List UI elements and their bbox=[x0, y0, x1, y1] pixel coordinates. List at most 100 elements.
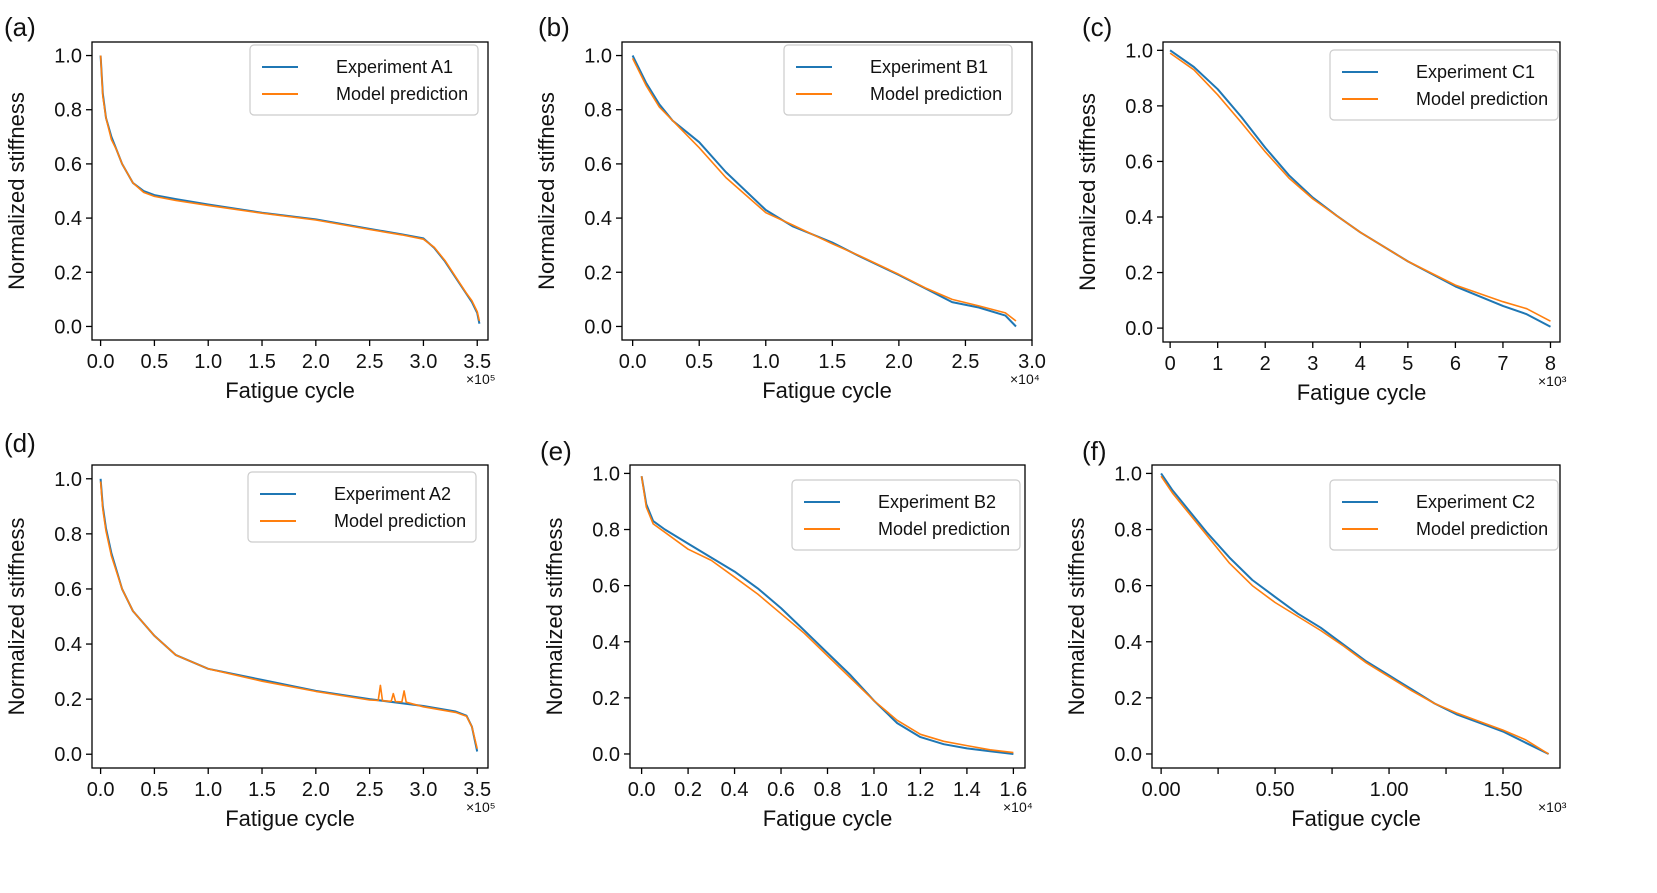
panel-label: (e) bbox=[540, 436, 572, 466]
y-tick-label: 0.8 bbox=[1125, 96, 1153, 118]
x-offset-label: ×10⁵ bbox=[466, 371, 496, 387]
legend-entry: Experiment A2 bbox=[334, 484, 451, 504]
plot-frame bbox=[1151, 464, 1561, 769]
legend-box bbox=[791, 479, 1021, 551]
x-tick-label: 1.6 bbox=[999, 779, 1027, 801]
legend-entry: Experiment B1 bbox=[870, 57, 988, 77]
x-tick-label: 0.50 bbox=[1256, 779, 1295, 801]
x-tick-label: 2.0 bbox=[302, 351, 330, 373]
x-tick-label: 1.00 bbox=[1370, 779, 1409, 801]
plot-frame bbox=[91, 464, 489, 769]
y-tick-label: 0.4 bbox=[54, 634, 82, 656]
x-tick-label: 1.5 bbox=[818, 351, 846, 373]
series-line-model bbox=[99, 481, 478, 749]
x-tick-label: 0.5 bbox=[141, 351, 169, 373]
legend-entry: Model prediction bbox=[336, 84, 468, 104]
y-tick-label: 1.0 bbox=[1114, 463, 1142, 485]
y-axis-label: Normalized stiffness bbox=[1075, 93, 1100, 291]
x-tick-label: 8 bbox=[1545, 353, 1556, 375]
panel-label: (a) bbox=[4, 12, 36, 42]
panel-label: (b) bbox=[538, 12, 570, 42]
y-tick-label: 0.6 bbox=[54, 579, 82, 601]
legend-entry: Experiment C2 bbox=[1416, 492, 1535, 512]
y-tick-label: 0.8 bbox=[584, 100, 612, 122]
y-tick-label: 1.0 bbox=[584, 46, 612, 68]
legend-box bbox=[1329, 49, 1559, 121]
y-tick-label: 0.8 bbox=[592, 520, 620, 542]
legend-box bbox=[1329, 479, 1559, 551]
legend-entry: Model prediction bbox=[878, 519, 1010, 539]
chart-panel-4: (d) 0.0 0.5 1.0 1.5 2.0 2.5 3.0 3.5 0.0 0.2 0.4 0.6 0… bbox=[4, 428, 496, 831]
x-tick-label: 0.0 bbox=[87, 779, 115, 801]
x-tick-label: 0.8 bbox=[814, 779, 842, 801]
x-offset-label: ×10⁴ bbox=[1003, 799, 1033, 815]
x-tick-label: 4 bbox=[1355, 353, 1366, 375]
y-tick-label: 0.4 bbox=[1114, 632, 1142, 654]
legend-entry: Model prediction bbox=[870, 84, 1002, 104]
x-tick-label: 3.0 bbox=[410, 351, 438, 373]
chart-panel-2: (b) 0.0 0.5 1.0 1.5 2.0 2.5 3.0 0.0 0.2 0.4 0.6 0.8 1… bbox=[534, 12, 1046, 403]
series-line-model bbox=[640, 476, 1014, 754]
chart-panel-3: (c) 0 1 2 3 4 5 6 7 8 0.0 0.2 0.4 0.6 0.8 1.0 Fatigue cy… bbox=[1075, 12, 1567, 405]
panel-label: (d) bbox=[4, 428, 36, 458]
x-axis-label: Fatigue cycle bbox=[1297, 380, 1427, 405]
x-tick-label: 0.0 bbox=[628, 779, 656, 801]
y-tick-label: 0.2 bbox=[54, 689, 82, 711]
x-tick-label: 3.5 bbox=[463, 779, 491, 801]
y-tick-label: 1.0 bbox=[54, 469, 82, 491]
legend-entry: Experiment A1 bbox=[336, 57, 453, 77]
y-axis-label: Normalized stiffness bbox=[1064, 518, 1089, 716]
y-tick-label: 0.4 bbox=[1125, 207, 1153, 229]
y-axis-label: Normalized stiffness bbox=[534, 92, 559, 290]
y-tick-label: 0.0 bbox=[54, 316, 82, 338]
x-tick-label: 1.0 bbox=[194, 351, 222, 373]
plot-frame bbox=[91, 41, 489, 341]
y-axis-label: Normalized stiffness bbox=[4, 518, 29, 716]
series-line-model bbox=[631, 57, 1017, 322]
y-tick-label: 0.2 bbox=[1125, 263, 1153, 285]
y-tick-label: 0.0 bbox=[1125, 318, 1153, 340]
x-tick-label: 2.0 bbox=[302, 779, 330, 801]
x-tick-label: 0.6 bbox=[767, 779, 795, 801]
y-tick-label: 0.6 bbox=[1114, 576, 1142, 598]
plot-frame bbox=[1162, 41, 1561, 343]
legend: Experiment C2 Model prediction bbox=[1329, 479, 1559, 551]
panel-label: (c) bbox=[1082, 12, 1112, 42]
y-tick-label: 0.0 bbox=[1114, 744, 1142, 766]
x-tick-label: 0.0 bbox=[619, 351, 647, 373]
x-tick-label: 0.4 bbox=[721, 779, 749, 801]
x-tick-label: 2 bbox=[1260, 353, 1271, 375]
y-tick-label: 0.4 bbox=[584, 208, 612, 230]
y-tick-label: 0.8 bbox=[54, 524, 82, 546]
x-tick-label: 2.5 bbox=[356, 351, 384, 373]
x-axis-label: Fatigue cycle bbox=[1291, 806, 1421, 831]
x-offset-label: ×10⁵ bbox=[466, 799, 496, 815]
x-tick-label: 1.0 bbox=[860, 779, 888, 801]
series-line-model bbox=[1169, 52, 1551, 322]
x-axis-label: Fatigue cycle bbox=[225, 806, 355, 831]
x-offset-label: ×10³ bbox=[1538, 373, 1567, 389]
legend: Experiment A1 Model prediction bbox=[249, 44, 479, 116]
y-tick-label: 1.0 bbox=[54, 46, 82, 68]
x-tick-label: 1 bbox=[1212, 353, 1223, 375]
legend: Experiment B2 Model prediction bbox=[791, 479, 1021, 551]
legend: Experiment C1 Model prediction bbox=[1329, 49, 1559, 121]
y-tick-label: 0.8 bbox=[1114, 520, 1142, 542]
x-tick-label: 0 bbox=[1165, 353, 1176, 375]
chart-panel-6: (f) 0.00 0.50 1.00 1.50 0.0 0.2 0.4 0.6 0.8 1.0 Fat… bbox=[1064, 436, 1567, 831]
x-tick-label: 1.0 bbox=[752, 351, 780, 373]
x-tick-label: 1.0 bbox=[194, 779, 222, 801]
legend-box bbox=[249, 44, 479, 116]
x-tick-label: 0.5 bbox=[141, 779, 169, 801]
y-tick-label: 0.0 bbox=[584, 316, 612, 338]
y-tick-label: 0.0 bbox=[592, 744, 620, 766]
y-tick-label: 0.6 bbox=[54, 154, 82, 176]
y-tick-label: 1.0 bbox=[1125, 40, 1153, 62]
y-tick-label: 0.6 bbox=[1125, 151, 1153, 173]
y-tick-label: 0.8 bbox=[54, 100, 82, 122]
y-tick-label: 1.0 bbox=[592, 463, 620, 485]
x-tick-label: 0.5 bbox=[685, 351, 713, 373]
x-tick-label: 3.0 bbox=[1018, 351, 1046, 373]
legend-entry: Model prediction bbox=[334, 511, 466, 531]
